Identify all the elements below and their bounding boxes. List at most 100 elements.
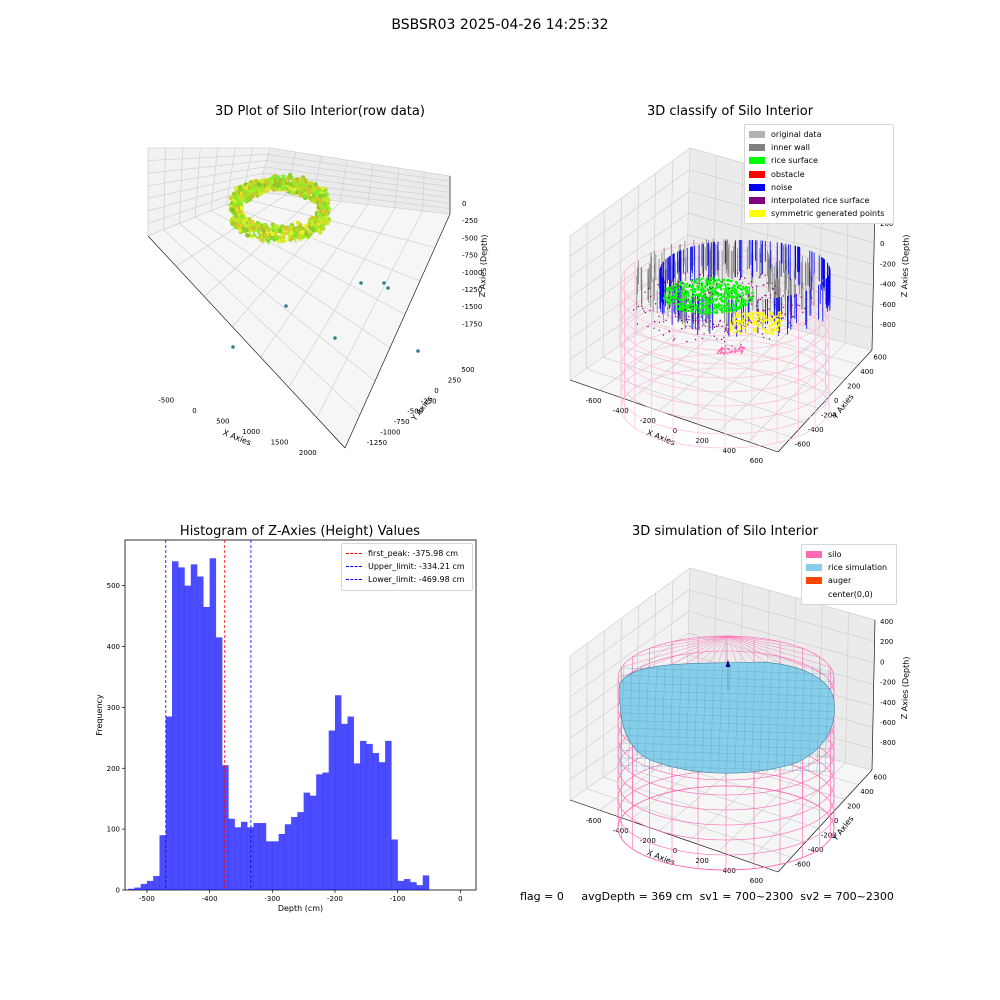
p2-interpolated-point [793, 295, 796, 297]
p4-x-tick-label: 400 [723, 867, 736, 875]
p2-rice-surface-point [696, 304, 699, 307]
p1-point [296, 238, 299, 242]
p1-point [313, 182, 318, 187]
p2-interpolated-point [727, 330, 729, 332]
p2-rice-surface-point [698, 278, 702, 282]
p2-rice-surface-point [668, 293, 671, 296]
p2-rice-surface-point [680, 298, 684, 302]
p2-rice-surface-point [713, 290, 716, 293]
p2-rice-surface-point [674, 283, 678, 286]
p2-rice-surface-point [677, 298, 680, 301]
p2-rice-surface-point [706, 307, 710, 311]
p2-interpolated-point [762, 336, 765, 339]
p2-rice-surface-point [744, 290, 748, 293]
p4-x-tick-label: 0 [673, 847, 677, 855]
p2-rice-surface-point [701, 302, 704, 305]
p1-point [278, 244, 281, 248]
p2-interpolated-point [682, 282, 684, 284]
p2-rice-surface-point [708, 282, 711, 285]
p2-rice-surface-point [668, 286, 671, 289]
p2-gridline [669, 311, 859, 365]
p1-outlier-point [416, 349, 420, 353]
p2-y-tick-label: -600 [795, 441, 811, 449]
p2-interpolated-point [687, 310, 689, 312]
p2-rice-surface-point [739, 284, 742, 287]
p1-point [232, 199, 238, 204]
p2-rice-surface-point [694, 289, 697, 292]
status-footer: flag = 0 avgDepth = 369 cm sv1 = 700~230… [520, 890, 894, 903]
p2-rice-surface-point [683, 305, 686, 309]
p1-point-cloud [228, 172, 420, 353]
p1-point [265, 243, 269, 247]
p2-rice-surface-point [734, 302, 737, 305]
p1-gridline [163, 229, 361, 415]
p2-gridline [629, 314, 740, 401]
p2-z-axis-line [871, 199, 876, 351]
p2-interpolated-point [782, 317, 784, 319]
p4-z-tick-label: -200 [880, 679, 896, 687]
p2-interpolated-point [683, 309, 686, 312]
p2-rice-surface-point [720, 288, 723, 291]
p2-rice-surface-point [684, 293, 687, 296]
p2-interpolated-point [696, 317, 698, 319]
p2-gridline [569, 169, 690, 257]
p2-rice-surface-point [730, 296, 734, 300]
p2-interpolated-point [758, 276, 761, 279]
p2-interpolated-point [789, 322, 791, 324]
figure-suptitle: BSBSR03 2025-04-26 14:25:32 [391, 17, 609, 33]
legend-swatch [346, 553, 362, 555]
p2-rice-surface-point [734, 280, 738, 284]
p4-z-tick-label: -800 [880, 739, 896, 747]
p2-interpolated-point [750, 280, 752, 283]
p2-rice-surface-point [732, 296, 736, 299]
legend-entry: Upper_limit: -334.21 cm [346, 560, 468, 573]
p1-point [252, 226, 257, 231]
p1-point [236, 219, 241, 224]
p2-interpolated-point [698, 282, 700, 285]
p1-point [310, 197, 316, 203]
legend-label: Upper_limit: -334.21 cm [368, 562, 465, 572]
p2-interpolated-point [702, 324, 704, 327]
p2-rice-surface-point [691, 291, 695, 294]
p1-pane-edge [257, 191, 451, 215]
p2-interpolated-point [685, 299, 688, 301]
p2-rice-surface-point [663, 293, 667, 296]
p2-rice-surface-point [732, 284, 736, 287]
legend-label: rice surface [771, 156, 818, 166]
p1-point [248, 195, 253, 200]
p1-point [307, 243, 311, 247]
p2-rice-surface-point [734, 287, 737, 291]
p2-interpolated-point [695, 320, 697, 322]
p2-rice-surface-point [721, 311, 724, 314]
p1-point [259, 179, 265, 184]
p1-point [248, 182, 253, 187]
p1-point [229, 217, 235, 222]
p2-x-tick-label: 0 [673, 427, 677, 435]
p1-point [316, 242, 319, 246]
p1-point [247, 217, 252, 222]
p2-rice-surface-point [684, 303, 687, 306]
p2-gridline [688, 328, 793, 422]
p2-rice-surface-point [730, 287, 733, 290]
p2-rice-surface-point [714, 292, 717, 295]
p2-rice-surface-point [708, 301, 711, 304]
p2-interpolated-point [756, 301, 759, 303]
p2-interpolated-point [686, 322, 689, 324]
p2-interpolated-point [662, 334, 665, 336]
p2-rice-surface-point [694, 306, 697, 309]
p1-point [285, 234, 289, 238]
p2-interpolated-point [758, 299, 760, 301]
legend-swatch [346, 579, 362, 581]
p2-gridline [718, 335, 820, 432]
p4-y-tick-label: 600 [873, 773, 886, 781]
p2-rice-surface-point [744, 285, 748, 289]
p2-interpolated-point [674, 286, 676, 289]
p1-point [283, 225, 288, 230]
p1-point [318, 199, 323, 204]
p2-interpolated-point [689, 307, 691, 309]
p1-gridline [147, 166, 265, 187]
p2-interpolated-point [720, 293, 723, 295]
legend-swatch [806, 564, 822, 572]
legend-entry: center(0,0) [806, 588, 892, 601]
p4-x-tick-label: -400 [613, 827, 629, 835]
